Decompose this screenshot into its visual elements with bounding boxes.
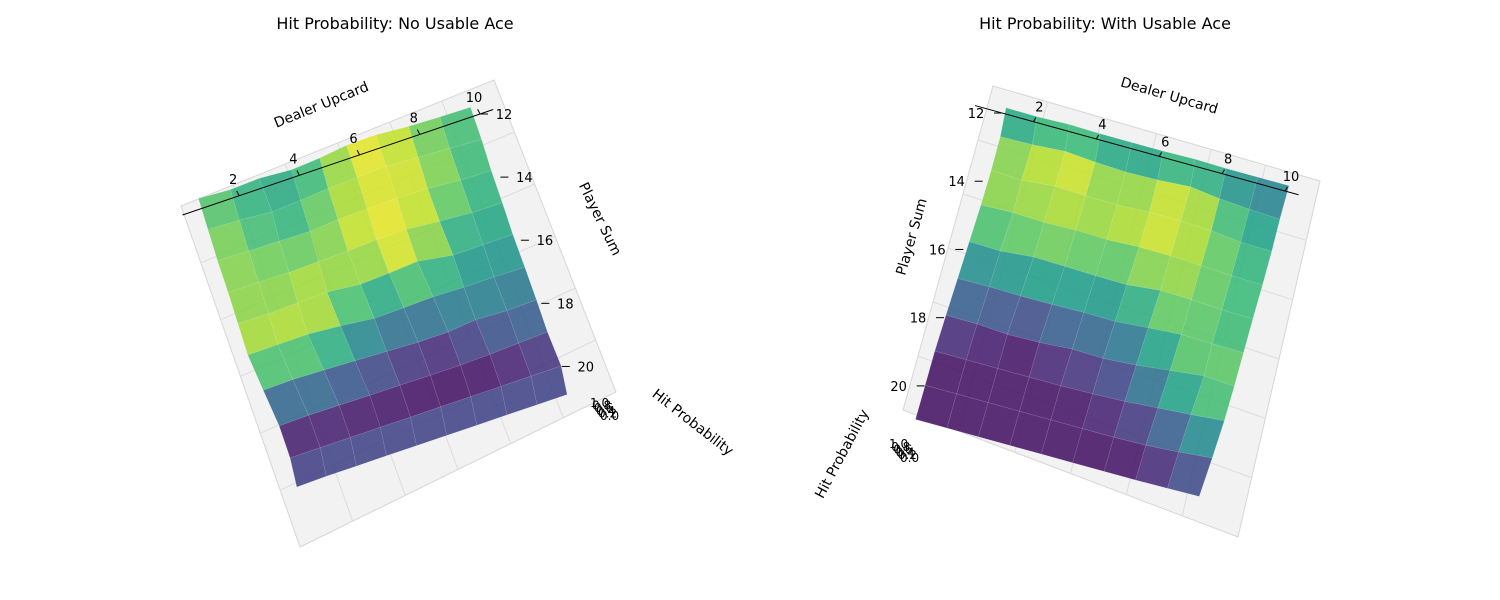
x-tick-mark — [356, 149, 361, 156]
x-tick-label: 2 — [1035, 101, 1043, 116]
surface-cell — [440, 396, 478, 436]
x-tick-label: 10 — [466, 91, 483, 106]
surface-no-usable-ace — [198, 106, 568, 488]
tick-labels-left: 2 4 6 8 10 12 14 16 18 20 0.00.20.40.60.81.0 — [229, 91, 619, 423]
x-tick-label: 6 — [1161, 135, 1169, 150]
z-tick-label: 0.4 — [896, 445, 915, 459]
y-tick-label: 18 — [910, 312, 927, 327]
z-tick-label: 0.2 — [898, 448, 917, 462]
y-tick-label: 18 — [557, 297, 574, 312]
x-tick-mark — [1221, 169, 1225, 174]
x-tick-label: 4 — [1098, 118, 1106, 133]
surface-cell — [289, 447, 327, 488]
x-tick-mark — [1033, 117, 1037, 122]
y-tick-label: 20 — [578, 360, 595, 375]
chart-title-right: Hit Probability: With Usable Ace — [979, 14, 1231, 33]
z-tick-label: 0.6 — [594, 401, 613, 415]
axes-left — [182, 109, 494, 216]
y-tick-label: 12 — [496, 108, 513, 123]
y-tick-label: 20 — [890, 380, 907, 395]
y-axis-label-left: Player Sum — [575, 180, 624, 258]
subplot-with-usable-ace: 2 4 6 8 10 12 14 16 18 20 0.00.20.40.60.81.0 Hit P… — [812, 14, 1321, 538]
z-tick-label: 0.6 — [893, 443, 912, 457]
subplot-no-usable-ace: 2 4 6 8 10 12 14 16 18 20 0.00.20.40.60.81.0 Hit P… — [180, 14, 736, 548]
x-tick-label: 8 — [410, 111, 418, 126]
z-tick-label: 0.8 — [891, 440, 910, 454]
x-tick-mark — [477, 108, 481, 115]
y-tick-label: 16 — [537, 234, 554, 249]
chart-title-left: Hit Probability: No Usable Ace — [276, 14, 513, 33]
z-axis-label-right: Hit Probability — [812, 407, 872, 501]
z-tick-label: 0.0 — [900, 451, 919, 465]
surface-with-usable-ace — [915, 107, 1290, 497]
x-tick-label: 4 — [289, 152, 297, 167]
y-axis-label-right: Player Sum — [894, 197, 931, 278]
z-axis-label-left: Hit Probability — [649, 386, 736, 459]
z-tick-label: 0.4 — [596, 404, 615, 418]
y-tick-label: 12 — [968, 107, 985, 122]
surface-cell — [1167, 451, 1213, 497]
y-tick-label: 14 — [948, 175, 965, 190]
tick-labels-right: 2 4 6 8 10 12 14 16 18 20 0.00.20.40.60.81.0 — [889, 101, 1299, 465]
z-tick-label: 1.0 — [590, 396, 609, 410]
y-tick-label: 16 — [929, 243, 946, 258]
x-axis-label-right: Dealer Upcard — [1119, 75, 1220, 118]
x-tick-mark — [416, 129, 421, 135]
x-axis-line — [974, 105, 1299, 196]
z-tick-label: 0.8 — [592, 399, 611, 413]
x-tick-label: 8 — [1224, 153, 1232, 168]
x-tick-mark — [1158, 152, 1163, 157]
x-axis-line — [182, 109, 494, 216]
x-tick-label: 10 — [1283, 170, 1300, 185]
x-tick-mark — [1284, 186, 1288, 192]
x-tick-label: 6 — [349, 132, 357, 147]
x-tick-mark — [296, 170, 300, 176]
z-tick-label: 0.0 — [600, 409, 619, 423]
z-tick-label: 1.0 — [889, 437, 908, 451]
y-tick-label: 14 — [516, 171, 533, 186]
axes-right — [974, 105, 1299, 196]
x-tick-label: 2 — [229, 173, 237, 188]
x-axis-label-left: Dealer Upcard — [272, 79, 371, 131]
z-tick-label: 0.2 — [598, 406, 617, 420]
x-tick-mark — [236, 190, 240, 197]
x-tick-mark — [1095, 134, 1100, 140]
